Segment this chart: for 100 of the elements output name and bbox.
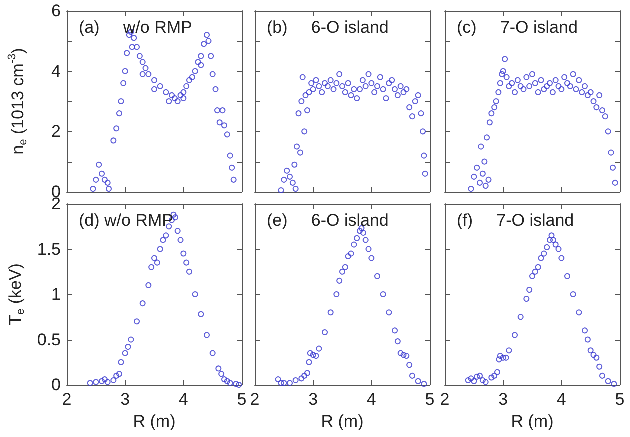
point [374, 83, 380, 90]
point [394, 92, 401, 98]
y-axis-title: ne (1013 cm-3) [6, 48, 30, 155]
point [590, 98, 597, 104]
point [612, 180, 618, 186]
point [131, 35, 138, 42]
point [552, 77, 559, 84]
chart-title: (b) 6-O island [267, 18, 389, 37]
y-tick-label: 6 [52, 2, 61, 20]
point [497, 353, 504, 360]
point [544, 244, 550, 250]
point [394, 338, 401, 345]
point [558, 255, 565, 262]
point [605, 128, 612, 135]
point [556, 246, 562, 252]
point [492, 372, 498, 379]
point [281, 380, 288, 386]
point [275, 376, 282, 383]
point [421, 152, 428, 159]
point [594, 104, 600, 111]
point [316, 346, 322, 352]
point [304, 108, 310, 114]
x-tick-label: 3 [498, 390, 508, 409]
point [154, 260, 160, 266]
point [420, 128, 426, 135]
point [377, 74, 384, 80]
point [281, 176, 288, 183]
point [608, 150, 614, 156]
point [216, 366, 222, 372]
point [310, 352, 316, 358]
point [174, 228, 181, 234]
point [404, 86, 410, 92]
point [600, 372, 606, 379]
point [520, 86, 527, 92]
point [195, 59, 202, 66]
point [550, 237, 556, 244]
point [180, 95, 187, 102]
point [174, 98, 181, 104]
point [129, 44, 136, 50]
point [530, 71, 536, 78]
point [480, 170, 486, 177]
point [535, 89, 542, 96]
point [579, 89, 586, 96]
point [172, 214, 178, 221]
point [594, 354, 600, 361]
point [330, 86, 337, 92]
point [118, 359, 124, 366]
point [148, 264, 155, 270]
point [383, 95, 390, 102]
point [140, 59, 146, 66]
point [189, 74, 196, 80]
point [102, 176, 108, 183]
x-tick-label: 5 [615, 390, 625, 409]
point [152, 86, 158, 92]
point [284, 168, 290, 174]
point [474, 374, 480, 380]
point [512, 332, 518, 338]
point [380, 292, 386, 298]
point [351, 242, 358, 248]
point [398, 350, 404, 356]
point [471, 378, 478, 384]
point [524, 296, 530, 302]
point [410, 114, 416, 120]
point [166, 98, 172, 104]
point [380, 86, 386, 92]
point [146, 71, 152, 78]
point [360, 230, 366, 236]
point [222, 376, 228, 383]
point [345, 80, 352, 86]
point [324, 83, 331, 90]
point [392, 86, 398, 92]
point [340, 83, 346, 90]
point [605, 378, 612, 384]
x-tick-label: 3 [120, 390, 130, 409]
point [204, 32, 210, 38]
point [354, 235, 360, 242]
point [90, 186, 96, 192]
y-tick-label: 2 [52, 122, 61, 142]
point [192, 292, 198, 298]
y-tick-label: 1.5 [37, 240, 61, 259]
point [582, 328, 588, 334]
point [348, 250, 354, 257]
point [313, 77, 320, 84]
x-tick-label: 4 [178, 390, 188, 409]
point [514, 77, 521, 84]
point [374, 273, 380, 280]
point [87, 380, 94, 386]
point [198, 311, 204, 318]
point [134, 44, 140, 50]
point [564, 273, 570, 280]
point [328, 310, 334, 316]
point [474, 164, 480, 171]
point [500, 68, 506, 74]
point [296, 110, 302, 117]
point [573, 86, 580, 92]
point [104, 379, 111, 386]
point [328, 77, 334, 84]
y-tick-label: 4 [52, 62, 61, 81]
point [210, 350, 216, 356]
point [564, 80, 570, 86]
